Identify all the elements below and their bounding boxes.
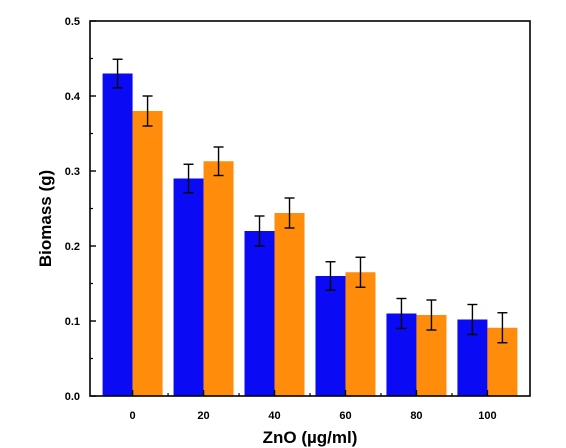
error-bars-layer: [112, 58, 508, 344]
error-bar: [396, 297, 407, 330]
y-tick-label: 0.2: [65, 241, 80, 253]
bar-series-1-0: [102, 73, 133, 396]
error-bar: [355, 256, 366, 288]
x-tick-label: 20: [197, 410, 209, 422]
x-tick-label: 60: [339, 410, 351, 422]
error-bar: [284, 197, 295, 229]
bar-series-2-60: [345, 272, 376, 396]
y-tick-label: 0.0: [65, 391, 80, 403]
error-bar: [426, 299, 437, 331]
y-tick-label: 0.3: [65, 166, 80, 178]
error-bar: [183, 163, 194, 194]
y-axis-title: Biomass (g): [36, 170, 55, 267]
error-bar: [213, 146, 224, 177]
x-axis-title: ZnO (µg/ml): [263, 428, 358, 447]
error-bar: [142, 95, 153, 127]
error-bar: [254, 215, 265, 247]
bar-series-1-20: [173, 178, 204, 396]
bar-series-2-40: [274, 213, 305, 396]
bar-series-1-40: [244, 231, 275, 396]
error-bar: [497, 312, 508, 344]
error-bar: [112, 58, 123, 89]
y-tick-label: 0.1: [65, 316, 80, 328]
x-tick-label: 0: [130, 410, 136, 422]
y-tick-label: 0.4: [65, 91, 81, 103]
error-bar: [325, 261, 336, 291]
bar-series-2-0: [132, 111, 163, 396]
bars-layer: [102, 73, 518, 396]
x-tick-label: 80: [410, 410, 422, 422]
x-axis: 0 20 40 60 80 100: [130, 390, 497, 422]
y-axis: 0.0 0.1 0.2 0.3 0.4 0.5: [65, 16, 96, 403]
bar-series-1-60: [315, 276, 346, 396]
error-bar: [467, 303, 478, 336]
x-tick-label: 100: [478, 410, 496, 422]
bar-series-2-20: [203, 161, 234, 396]
y-tick-label: 0.5: [65, 16, 80, 28]
x-tick-label: 40: [268, 410, 280, 422]
